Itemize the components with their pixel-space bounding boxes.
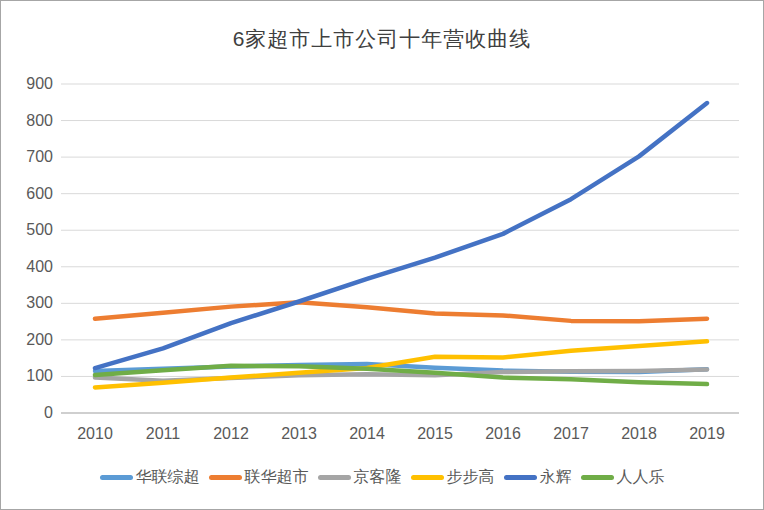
legend-line-swatch [504, 475, 537, 480]
x-axis-tick-label: 2014 [349, 425, 385, 442]
x-axis-tick-label: 2011 [146, 425, 181, 442]
y-axis-tick-label: 300 [26, 294, 53, 311]
legend-line-swatch [318, 475, 351, 480]
legend-item[interactable]: 联华超市 [209, 467, 309, 488]
legend-line-swatch [100, 475, 133, 480]
y-axis-tick-label: 200 [26, 331, 53, 348]
series-line-5[interactable] [95, 103, 707, 368]
x-axis-tick-label: 2016 [485, 425, 521, 442]
x-axis-tick-label: 2010 [77, 425, 113, 442]
x-axis-tick-label: 2013 [281, 425, 317, 442]
legend-line-swatch [411, 475, 444, 480]
legend-item[interactable]: 京客隆 [318, 467, 402, 488]
legend-label: 永辉 [540, 467, 572, 488]
y-axis-tick-label: 700 [26, 148, 53, 165]
legend-label: 人人乐 [617, 467, 665, 488]
line-chart-plot-area: 0 100 200 300 400 500 600 700 800 900 2010 2011 2012… [1, 1, 764, 510]
legend-label: 步步高 [447, 467, 495, 488]
y-axis-tick-label: 900 [26, 75, 53, 92]
x-axis-tick-label: 2019 [689, 425, 725, 442]
legend-item[interactable]: 永辉 [504, 467, 572, 488]
legend-item[interactable]: 华联综超 [100, 467, 200, 488]
y-axis-tick-label: 400 [26, 258, 53, 275]
x-axis-tick-label: 2015 [417, 425, 453, 442]
legend-item[interactable]: 步步高 [411, 467, 495, 488]
x-axis-tick-label: 2017 [553, 425, 589, 442]
legend-label: 华联综超 [136, 467, 200, 488]
x-axis-tick-label: 2018 [621, 425, 657, 442]
legend-line-swatch [209, 475, 242, 480]
y-axis-tick-label: 100 [26, 367, 53, 384]
chart-window: 6家超市上市公司十年营收曲线 0100200300400500600700800… [0, 0, 764, 510]
series-line-2[interactable] [95, 302, 707, 321]
y-axis-tick-label: 800 [26, 112, 53, 129]
x-axis-tick-label: 2012 [213, 425, 249, 442]
y-axis-tick-label: 0 [44, 404, 53, 421]
y-axis-tick-label: 600 [26, 185, 53, 202]
legend-label: 京客隆 [354, 467, 402, 488]
legend-label: 联华超市 [245, 467, 309, 488]
chart-legend: 华联综超 联华超市 京客隆 步步高 永辉 人人乐 [1, 467, 763, 488]
legend-line-swatch [581, 475, 614, 480]
y-axis-tick-label: 500 [26, 221, 53, 238]
legend-item[interactable]: 人人乐 [581, 467, 665, 488]
